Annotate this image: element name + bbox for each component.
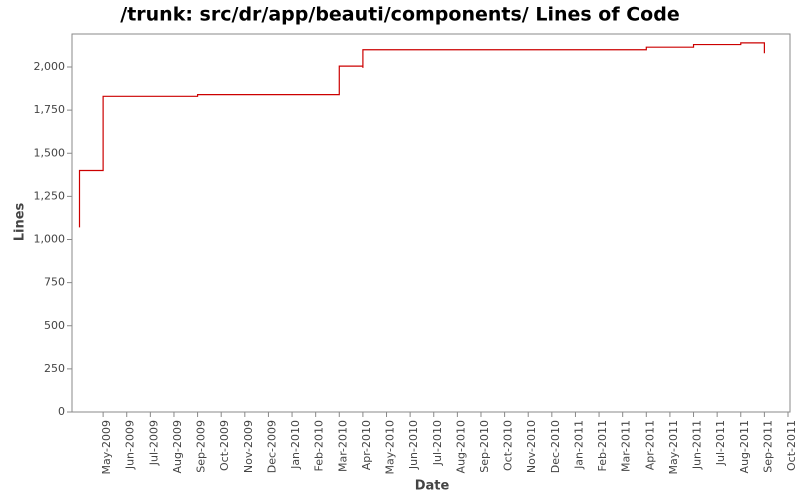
x-tick-label: Jun-2011: [691, 420, 704, 470]
x-tick-label: Jul-2009: [147, 420, 160, 466]
x-tick-label: May-2009: [100, 420, 113, 475]
x-tick-label: Dec-2010: [549, 420, 562, 473]
x-tick-label: Feb-2010: [313, 420, 326, 471]
y-tick-label: 1,750: [34, 103, 66, 116]
x-tick-label: Jun-2010: [407, 420, 420, 470]
y-tick-label: 1,000: [34, 233, 66, 246]
x-tick-label: Aug-2009: [171, 420, 184, 473]
x-tick-label: May-2011: [667, 420, 680, 475]
x-tick-label: Apr-2010: [360, 420, 373, 470]
y-tick-label: 500: [44, 319, 65, 332]
y-axis-label: Lines: [13, 202, 28, 241]
x-tick-label: Jan-2011: [572, 420, 585, 470]
x-tick-label: Oct-2010: [502, 420, 515, 471]
x-tick-label: Jul-2010: [431, 420, 444, 466]
x-tick-label: Sep-2009: [195, 420, 208, 473]
x-tick-label: May-2010: [384, 420, 397, 475]
x-tick-label: Aug-2011: [738, 420, 751, 473]
y-tick-label: 0: [58, 405, 65, 418]
x-tick-label: Mar-2010: [336, 420, 349, 472]
y-tick-label: 750: [44, 276, 65, 289]
y-tick-label: 1,250: [34, 189, 66, 202]
x-tick-label: Jan-2010: [289, 420, 302, 470]
x-tick-label: Oct-2011: [785, 420, 798, 471]
x-tick-label: Jul-2011: [714, 420, 727, 466]
x-tick-label: Nov-2010: [525, 420, 538, 473]
x-tick-label: Aug-2010: [454, 420, 467, 473]
plot-frame: [71, 33, 791, 413]
x-tick-label: Mar-2011: [620, 420, 633, 472]
y-tick-label: 250: [44, 362, 65, 375]
x-tick-label: Sep-2010: [478, 420, 491, 473]
x-tick-label: Sep-2011: [761, 420, 774, 473]
series-line: [78, 42, 765, 228]
x-tick-label: Jun-2009: [124, 420, 137, 470]
y-tick-label: 1,500: [34, 146, 66, 159]
y-tick-label: 2,000: [34, 60, 66, 73]
x-tick-label: Nov-2009: [242, 420, 255, 473]
x-tick-label: Oct-2009: [218, 420, 231, 471]
chart-title: /trunk: src/dr/app/beauti/components/ Li…: [120, 4, 679, 26]
x-tick-label: Dec-2009: [265, 420, 278, 473]
x-axis-label: Date: [415, 479, 450, 494]
x-tick-label: Feb-2011: [596, 420, 609, 471]
x-tick-label: Apr-2011: [643, 420, 656, 470]
